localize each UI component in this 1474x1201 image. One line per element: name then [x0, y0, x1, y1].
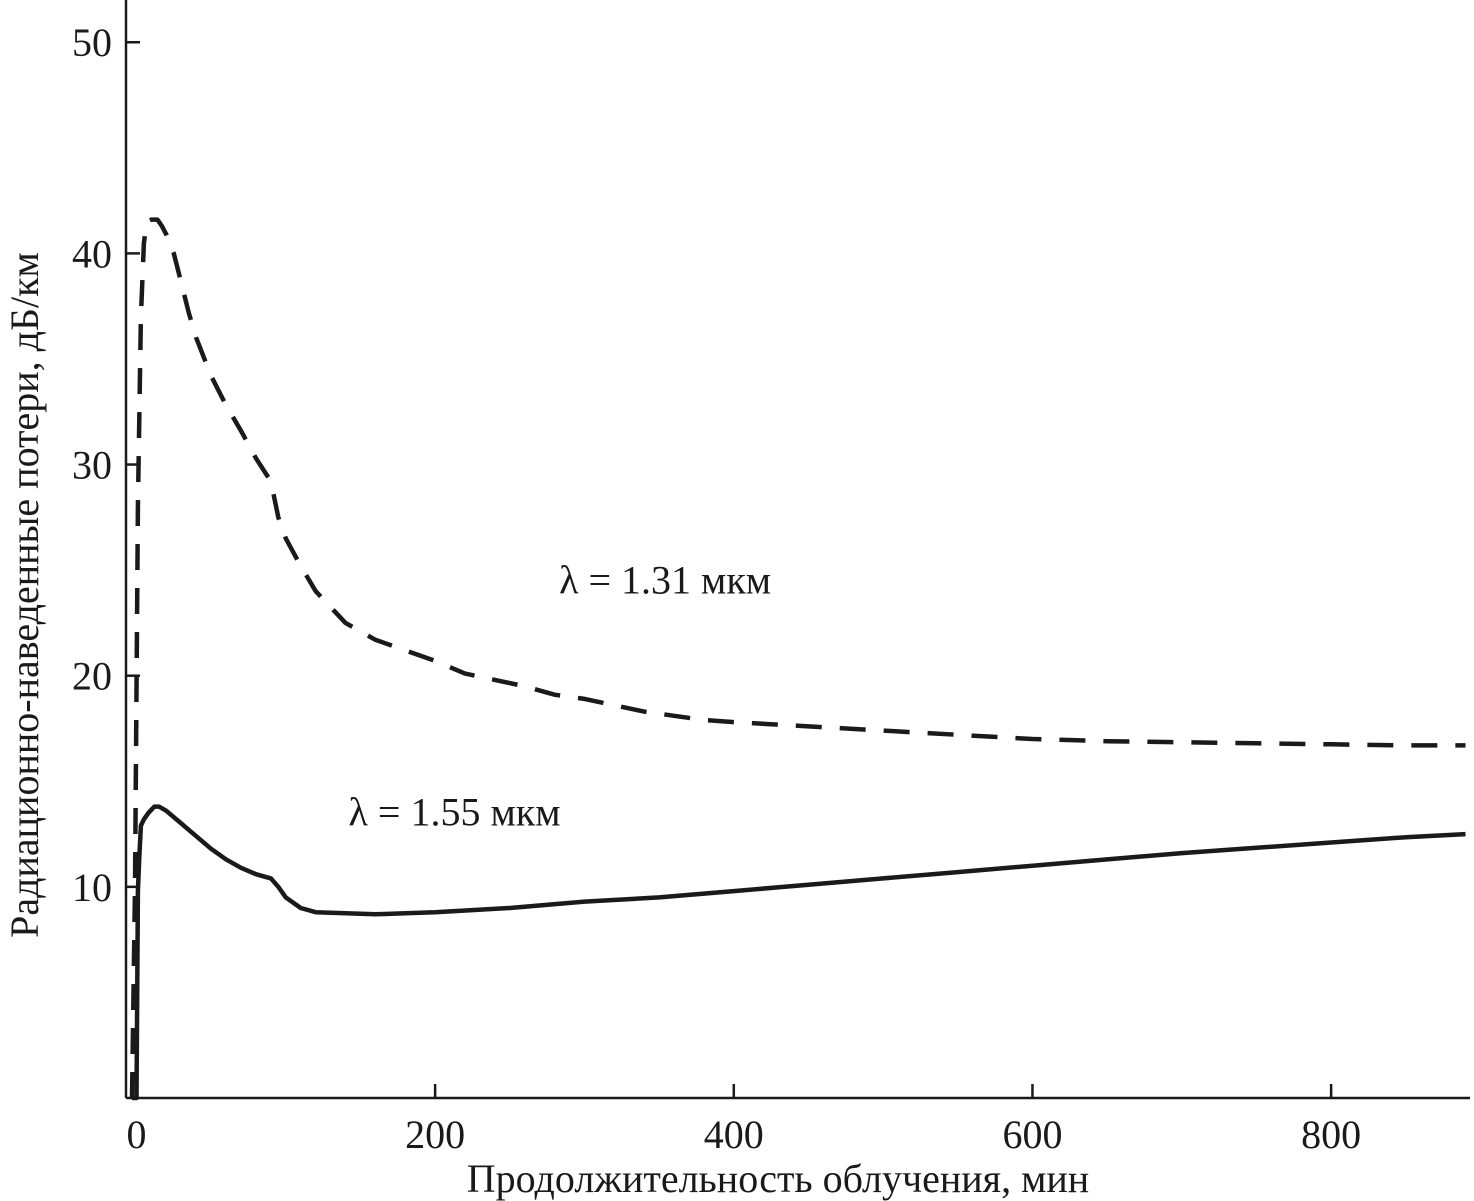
annotation-lambda-1-31: λ = 1.31 мкм	[559, 557, 771, 602]
y-tick-label: 40	[72, 231, 112, 276]
labels: Продолжительность облучения, мин Радиаци…	[2, 252, 1089, 1201]
x-tick-label: 600	[1002, 1112, 1062, 1157]
x-tick-label: 200	[405, 1112, 465, 1157]
x-tick-label: 0	[126, 1112, 146, 1157]
y-tick-label: 30	[72, 443, 112, 488]
series-group	[129, 217, 1466, 1101]
series-line-1-31	[129, 217, 1466, 1099]
series-line-1-55	[132, 804, 1466, 1101]
y-tick-label: 50	[72, 20, 112, 65]
x-axis-title: Продолжительность облучения, мин	[467, 1156, 1089, 1201]
y-axis-title: Радиационно-наведенные потери, дБ/км	[2, 252, 47, 938]
y-tick-label: 20	[72, 654, 112, 699]
axes: 0 200 400 600 800 10 20 30 40 50	[72, 0, 1470, 1157]
x-tick-label: 800	[1301, 1112, 1361, 1157]
x-tick-label: 400	[704, 1112, 764, 1157]
y-tick-label: 10	[72, 865, 112, 910]
annotation-lambda-1-55: λ = 1.55 мкм	[349, 790, 561, 835]
